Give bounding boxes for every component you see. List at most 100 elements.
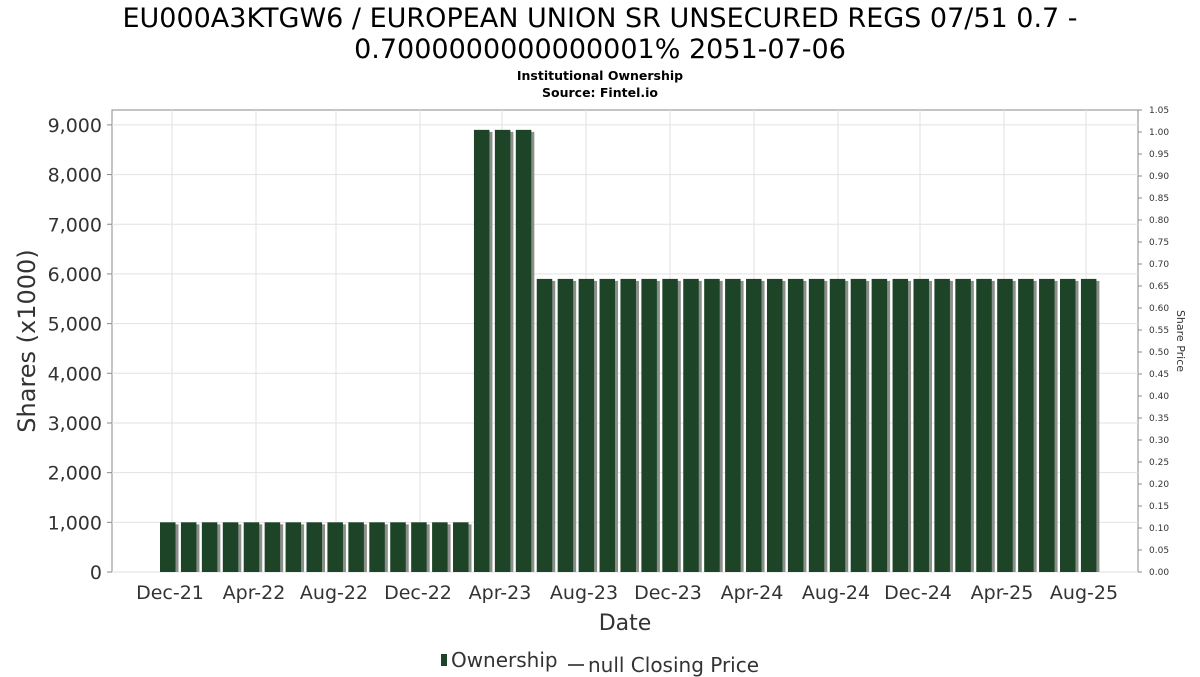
bar <box>725 278 741 572</box>
x-tick-label: Apr-24 <box>721 582 784 604</box>
chart-title: EU000A3KTGW6 / EUROPEAN UNION SR UNSECUR… <box>0 3 1200 65</box>
y2-tick-label: 0.85 <box>1149 194 1169 204</box>
y2-axis-title: Share Price <box>1174 310 1187 372</box>
y2-tick-label: 0.60 <box>1149 304 1169 314</box>
chart-title-line1: EU000A3KTGW6 / EUROPEAN UNION SR UNSECUR… <box>122 3 1078 34</box>
bar <box>913 278 929 572</box>
y2-tick-label: 0.10 <box>1149 524 1169 534</box>
bar <box>892 278 909 572</box>
chart-subtitle: Institutional Ownership <box>516 68 684 83</box>
bar <box>201 522 218 572</box>
bar <box>683 278 699 572</box>
bar <box>243 522 260 572</box>
bar <box>536 278 553 572</box>
bar <box>1039 278 1055 572</box>
bar <box>557 278 574 572</box>
y-tick-label: 0 <box>90 562 102 584</box>
bar <box>955 278 971 572</box>
y2-tick-label: 0.55 <box>1149 326 1169 336</box>
legend: Ownership null Closing Price <box>0 647 1200 677</box>
y-tick-label: 2,000 <box>48 463 102 485</box>
bar <box>662 278 678 572</box>
y2-tick-label: 0.80 <box>1149 216 1169 226</box>
price-line-swatch-icon <box>567 664 584 666</box>
x-tick-label: Apr-23 <box>469 582 532 604</box>
bar <box>620 278 636 572</box>
bar <box>641 278 657 572</box>
y2-tick-label: 1.05 <box>1149 106 1169 116</box>
y-tick-label: 8,000 <box>48 165 102 187</box>
y2-tick-label: 0.15 <box>1149 502 1169 512</box>
y-tick-label: 5,000 <box>48 314 102 336</box>
y2-tick-label: 0.90 <box>1149 172 1169 182</box>
bar <box>390 522 406 572</box>
legend-item-price[interactable]: null Closing Price <box>567 653 760 677</box>
y2-tick-label: 0.25 <box>1149 458 1169 468</box>
bar <box>787 278 804 572</box>
x-tick-label: Aug-25 <box>1050 582 1118 604</box>
bar <box>829 278 846 572</box>
y2-tick-label: 0.30 <box>1149 436 1169 446</box>
bar <box>997 278 1013 572</box>
bar <box>160 522 176 572</box>
bar <box>369 522 385 572</box>
chart-title-line2: 0.7000000000000001% 2051-07-06 <box>354 34 846 65</box>
chart-svg: 0 1,000 2,000 3,000 4,000 5,000 6,000 7,000 8,00… <box>13 106 1187 636</box>
legend-price-label: null Closing Price <box>587 653 760 677</box>
bar <box>432 522 448 572</box>
bar <box>180 522 197 572</box>
bar <box>453 522 469 572</box>
bar <box>494 129 511 572</box>
bar <box>850 278 867 572</box>
x-tick-label: Dec-24 <box>884 582 952 604</box>
bar <box>871 278 888 572</box>
bar <box>976 278 992 572</box>
y-axis-title: Shares (x1000) <box>13 249 41 432</box>
bar <box>808 278 825 572</box>
bar <box>515 129 532 572</box>
y2-tick-label: 0.35 <box>1149 414 1169 424</box>
bar <box>599 278 616 572</box>
ownership-swatch-icon <box>440 654 447 666</box>
y2-tick-label: 0.40 <box>1149 392 1169 402</box>
y-tick-label: 3,000 <box>48 413 102 435</box>
x-tick-label: Dec-22 <box>384 582 452 604</box>
bar <box>766 278 783 572</box>
y-tick-label: 4,000 <box>48 363 102 385</box>
y-tick-label: 1,000 <box>48 512 102 534</box>
bar <box>746 278 762 572</box>
bar <box>1018 278 1034 572</box>
bar <box>327 522 343 572</box>
bar <box>411 522 427 572</box>
bar <box>704 278 720 572</box>
legend-item-ownership[interactable]: Ownership <box>440 648 558 672</box>
x-tick-label: Apr-22 <box>223 582 286 604</box>
bar <box>285 522 302 572</box>
y2-tick-label: 0.20 <box>1149 480 1169 490</box>
y2-tick-label: 0.05 <box>1149 546 1169 556</box>
legend-ownership-label: Ownership <box>450 648 558 672</box>
chart-source: Source: Fintel.io <box>542 85 658 100</box>
bar <box>264 522 281 572</box>
x-tick-label: Aug-22 <box>300 582 368 604</box>
y2-tick-label: 0.95 <box>1149 150 1169 160</box>
x-axis-title: Date <box>599 611 652 636</box>
bar <box>934 278 950 572</box>
y2-tick-label: 0.00 <box>1149 568 1169 578</box>
bar <box>306 522 323 572</box>
x-tick-label: Aug-23 <box>550 582 618 604</box>
y2-tick-label: 0.65 <box>1149 282 1169 292</box>
y-tick-label: 7,000 <box>48 214 102 236</box>
bar <box>1059 278 1076 572</box>
bar <box>578 278 595 572</box>
bar <box>348 522 364 572</box>
bar <box>1080 278 1097 572</box>
bar <box>222 522 239 572</box>
x-tick-label: Dec-23 <box>634 582 702 604</box>
y-tick-label: 9,000 <box>48 115 102 137</box>
y2-tick-label: 0.70 <box>1149 260 1169 270</box>
x-tick-label: Apr-25 <box>971 582 1034 604</box>
y2-tick-label: 0.50 <box>1149 348 1169 358</box>
x-tick-label: Aug-24 <box>802 582 870 604</box>
y2-tick-label: 0.45 <box>1149 370 1169 380</box>
